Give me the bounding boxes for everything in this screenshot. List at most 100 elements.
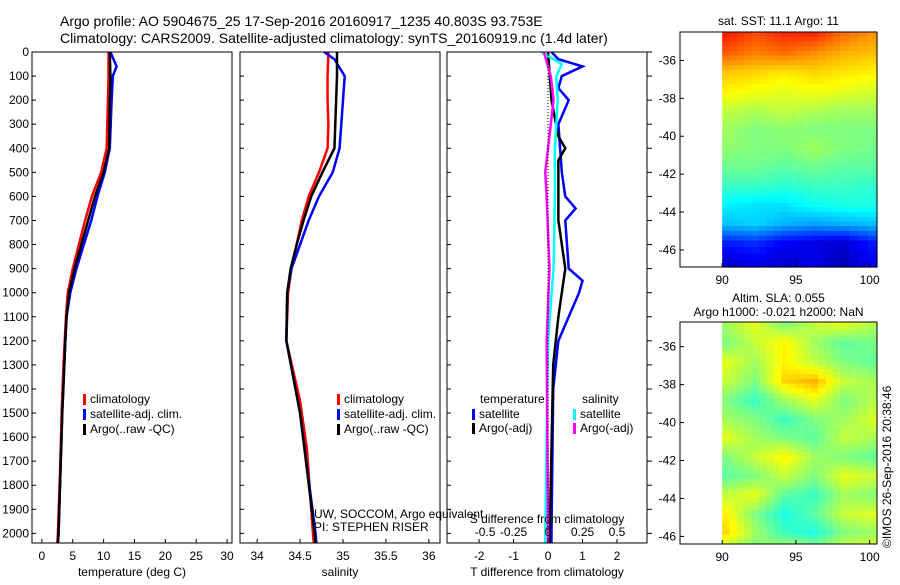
heatmap-cell: [759, 159, 768, 166]
heatmap-cell: [825, 183, 834, 189]
heatmap-cell: [722, 36, 731, 43]
heatmap-cell: [759, 212, 768, 218]
heatmap-cell: [840, 155, 850, 161]
heatmap-cell: [722, 374, 731, 380]
heatmap-cell: [825, 516, 834, 522]
heatmap-cell: [858, 126, 869, 133]
heatmap-cell: [759, 537, 768, 542]
heatmap-cell: [810, 374, 819, 380]
heatmap-cell: [744, 350, 753, 356]
heatmap-cell: [736, 240, 745, 248]
heatmap-cell: [773, 426, 782, 432]
heatmap-cell: [773, 240, 782, 248]
heatmap-cell: [788, 155, 797, 161]
heatmap-cell: [832, 260, 841, 268]
heatmap-cell: [867, 50, 878, 57]
heatmap-cell: [773, 540, 782, 545]
heatmap-cell: [810, 473, 819, 480]
heatmap-cell: [781, 537, 790, 542]
heatmap-cell: [825, 521, 834, 527]
heatmap-cell: [849, 193, 860, 199]
heatmap-cell: [781, 164, 790, 170]
heatmap-cell: [736, 88, 745, 95]
heatmap-cell: [766, 369, 775, 375]
heatmap-cell: [744, 345, 753, 352]
heatmap-cell: [788, 326, 797, 333]
heatmap-cell: [810, 150, 819, 156]
heatmap-cell: [840, 140, 850, 147]
heatmap-cell: [867, 537, 878, 542]
heatmap-cell: [840, 378, 850, 385]
heatmap-cell: [795, 240, 804, 248]
heatmap-cell: [795, 60, 804, 66]
heatmap-cell: [867, 431, 878, 437]
heatmap-cell: [722, 117, 731, 123]
heatmap-cell: [744, 36, 753, 43]
heatmap-cell: [751, 435, 760, 442]
heatmap-cell: [736, 492, 745, 499]
heatmap-cell: [867, 74, 878, 80]
heatmap-cell: [736, 537, 745, 542]
heatmap-cell: [781, 525, 790, 532]
heatmap-cell: [858, 240, 869, 248]
y-tick-label: -40: [659, 129, 677, 143]
heatmap-cell: [759, 388, 768, 394]
heatmap-cell: [840, 226, 850, 232]
heatmap-cell: [858, 525, 869, 532]
heatmap-cell: [840, 131, 850, 137]
heatmap-cell: [751, 388, 760, 394]
heatmap-cell: [729, 178, 738, 185]
heatmap-cell: [832, 355, 841, 361]
heatmap-cell: [867, 253, 878, 261]
heatmap-cell: [744, 150, 753, 156]
heatmap-cell: [722, 530, 731, 535]
heatmap-cell: [788, 60, 797, 66]
heatmap-cell: [867, 374, 878, 380]
heatmap-cell: [858, 483, 869, 489]
heatmap-cell: [722, 540, 731, 545]
heatmap-cell: [803, 534, 812, 538]
heatmap-cell: [849, 421, 860, 427]
heatmap-cell: [867, 473, 878, 480]
heatmap-cell: [788, 193, 797, 199]
heatmap-cell: [810, 112, 819, 118]
heatmap-cell: [832, 230, 841, 237]
heatmap-cell: [781, 426, 790, 432]
heatmap-cell: [781, 98, 790, 104]
heatmap-cell: [751, 350, 760, 356]
heatmap-cell: [810, 464, 819, 470]
heatmap-cell: [722, 511, 731, 518]
heatmap-cell: [773, 117, 782, 123]
heatmap-cell: [858, 150, 869, 156]
heatmap-cell: [759, 131, 768, 137]
heatmap-cell: [759, 230, 768, 237]
heatmap-cell: [773, 230, 782, 237]
heatmap-cell: [832, 326, 841, 333]
heatmap-cell: [825, 65, 834, 71]
heatmap-cell: [773, 112, 782, 118]
heatmap-cell: [803, 345, 812, 352]
heatmap-cell: [825, 345, 834, 352]
heatmap-cell: [744, 112, 753, 118]
heatmap-cell: [766, 502, 775, 508]
heatmap-cell: [781, 74, 790, 80]
heatmap-cell: [803, 98, 812, 104]
heatmap-cell: [849, 253, 860, 261]
heatmap-cell: [736, 202, 745, 208]
heatmap-cell: [818, 193, 826, 199]
heatmap-cell: [729, 345, 738, 352]
heatmap-cell: [825, 326, 834, 333]
heatmap-cell: [858, 345, 869, 352]
heatmap-cell: [788, 221, 797, 227]
heatmap-cell: [744, 537, 753, 542]
heatmap-cell: [788, 336, 797, 342]
heatmap-cell: [729, 412, 738, 418]
heatmap-cell: [773, 488, 782, 494]
heatmap-cell: [795, 178, 804, 185]
heatmap-cell: [722, 169, 731, 175]
heatmap-cell: [795, 260, 804, 268]
series-line-s-argo-adj-: [542, 51, 555, 543]
heatmap-cell: [810, 431, 819, 437]
heatmap-cell: [840, 230, 850, 237]
heatmap-cell: [867, 326, 878, 333]
